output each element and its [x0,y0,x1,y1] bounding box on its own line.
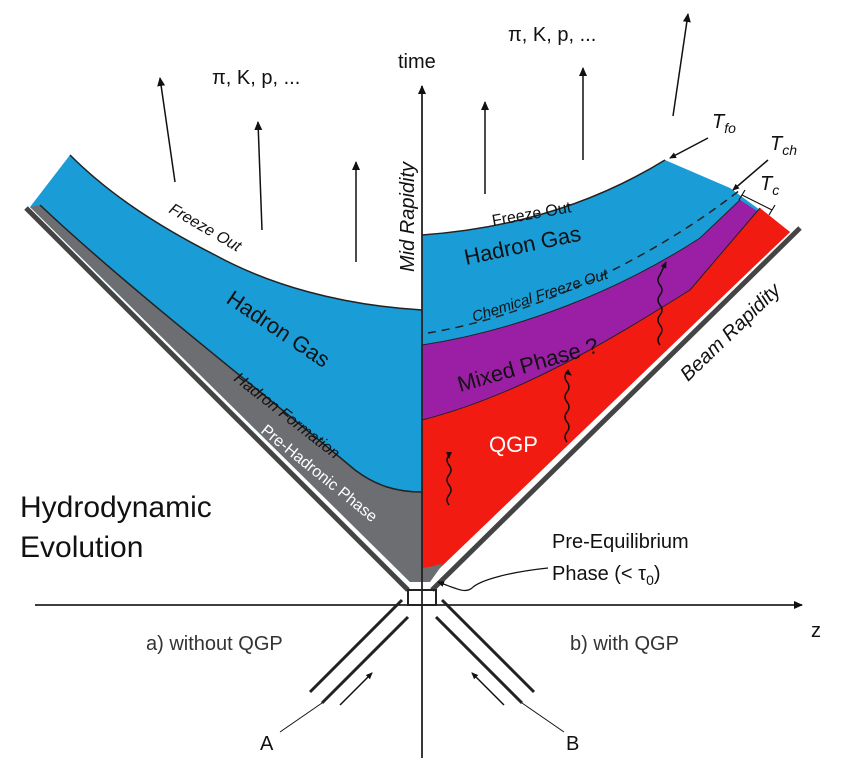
nucleus-a-label: A [260,733,274,755]
wavy-arrow [564,369,572,443]
t-c-bracket-end [738,189,746,201]
right-qgp-region [422,208,790,568]
t-c-bracket [741,194,773,211]
nucleus-b-track-outer [440,598,536,694]
t-ch-symbol: T [770,133,784,155]
wavy-arrow [657,261,667,346]
left-pre-hadronic-region [30,205,422,582]
right-mixed-phase-boundary [421,199,741,346]
particle-arrow [254,121,263,231]
nucleus-b-pointer [521,702,565,733]
particle-arrow [157,77,176,183]
nucleus-b-label: B [566,733,579,755]
t-fo-pointer [669,137,709,159]
right-pre-equilibrium-region [422,563,442,582]
collision-region [407,589,437,606]
right-qgp-boundary [421,207,761,421]
left-hadron-formation-curve [39,204,423,493]
qgp-label: QGP [489,432,538,457]
t-fo-subscript: fo [724,120,736,136]
nucleus-a-pointer [279,702,323,733]
hydrodynamic-label-line1: Hydrodynamic [20,491,212,524]
mid-rapidity-label: Mid Rapidity [397,161,419,272]
t-fo-label: Tfo [712,111,736,136]
right-beam-line [430,226,802,592]
z-axis-label: z [811,620,821,642]
t-ch-label: Tch [770,133,797,158]
pre-equilibrium-pointer [437,567,549,592]
t-c-symbol: T [760,173,774,195]
right-chemical-freeze-out-curve [427,189,741,334]
t-ch-subscript: ch [782,142,797,158]
pre-equilibrium-label-line2: Phase (< τ0) [552,563,661,588]
pre-equilibrium-close: ) [654,563,661,585]
nucleus-a-track-inner [320,615,410,705]
particles-label-left: π, K, p, ... [212,67,300,89]
particles-label-right: π, K, p, ... [508,24,596,46]
hydrodynamic-label-line2: Evolution [20,531,143,564]
nucleus-a-arrow [339,672,373,706]
particle-arrow [672,13,691,117]
with-qgp-label: b) with QGP [570,633,679,655]
pre-equilibrium-label-line1: Pre-Equilibrium [552,531,689,553]
nucleus-b-track-inner [434,615,524,705]
wavy-arrow [446,452,452,506]
without-qgp-label: a) without QGP [146,633,283,655]
right-freeze-out-curve [421,159,666,236]
left-beam-line [24,206,410,592]
tau-subscript: 0 [646,572,654,588]
t-fo-symbol: T [712,111,726,133]
pre-equilibrium-text: Phase (< τ [552,563,646,585]
nucleus-b-arrow [471,672,505,706]
t-c-label: Tc [760,173,779,198]
nucleus-a-track-outer [308,598,404,694]
left-freeze-out-curve [69,154,423,311]
t-c-subscript: c [772,182,779,198]
time-axis-label: time [398,51,436,73]
t-c-bracket-end [768,204,776,216]
t-ch-pointer [732,159,769,191]
